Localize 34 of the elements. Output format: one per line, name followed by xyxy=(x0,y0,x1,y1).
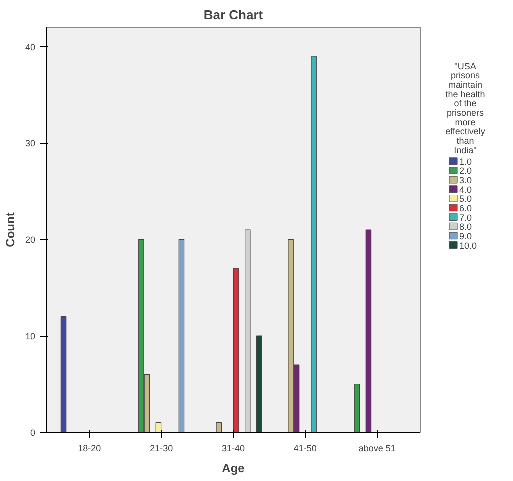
bar xyxy=(244,230,251,432)
legend-label: 4.0 xyxy=(460,184,472,195)
text: "USA prisons maintain the health of the prisoners more effectively than India" xyxy=(446,61,486,156)
legend-label: 3.0 xyxy=(460,176,472,186)
bar xyxy=(366,230,372,432)
legend-label: 6.0 xyxy=(460,203,472,214)
x-tick-label: 41-50 xyxy=(294,444,317,454)
legend-label: 10.0 xyxy=(460,240,478,251)
x-tick-label: above 51 xyxy=(358,444,396,454)
legend-label: 5.0 xyxy=(460,194,472,204)
bar xyxy=(233,268,240,432)
legend-label: 7.0 xyxy=(460,212,472,223)
legend-label: 9.0 xyxy=(460,231,472,242)
y-axis-title: Count xyxy=(3,212,18,248)
legend-label: 8.0 xyxy=(460,222,472,232)
y-tick-label: 10 xyxy=(25,332,36,342)
bar xyxy=(311,56,317,432)
bar xyxy=(60,316,67,432)
bar xyxy=(216,422,222,432)
y-tick-label: 30 xyxy=(25,138,36,149)
x-tick-label: 21-30 xyxy=(150,444,174,454)
y-tick-label: 0 xyxy=(30,428,36,438)
legend-label: 1.0 xyxy=(460,156,472,167)
x-axis-title: Age xyxy=(222,462,246,476)
bar xyxy=(354,384,360,432)
chart-title: Bar Chart xyxy=(204,8,264,22)
y-tick-label: 40 xyxy=(25,42,36,52)
x-tick-label: 18-20 xyxy=(78,444,102,454)
x-tick-label: 31-40 xyxy=(222,444,246,454)
legend-label: 2.0 xyxy=(460,166,472,176)
y-tick-label: 20 xyxy=(25,235,36,246)
bar xyxy=(156,422,162,432)
bar xyxy=(178,239,185,432)
bar xyxy=(256,336,262,432)
